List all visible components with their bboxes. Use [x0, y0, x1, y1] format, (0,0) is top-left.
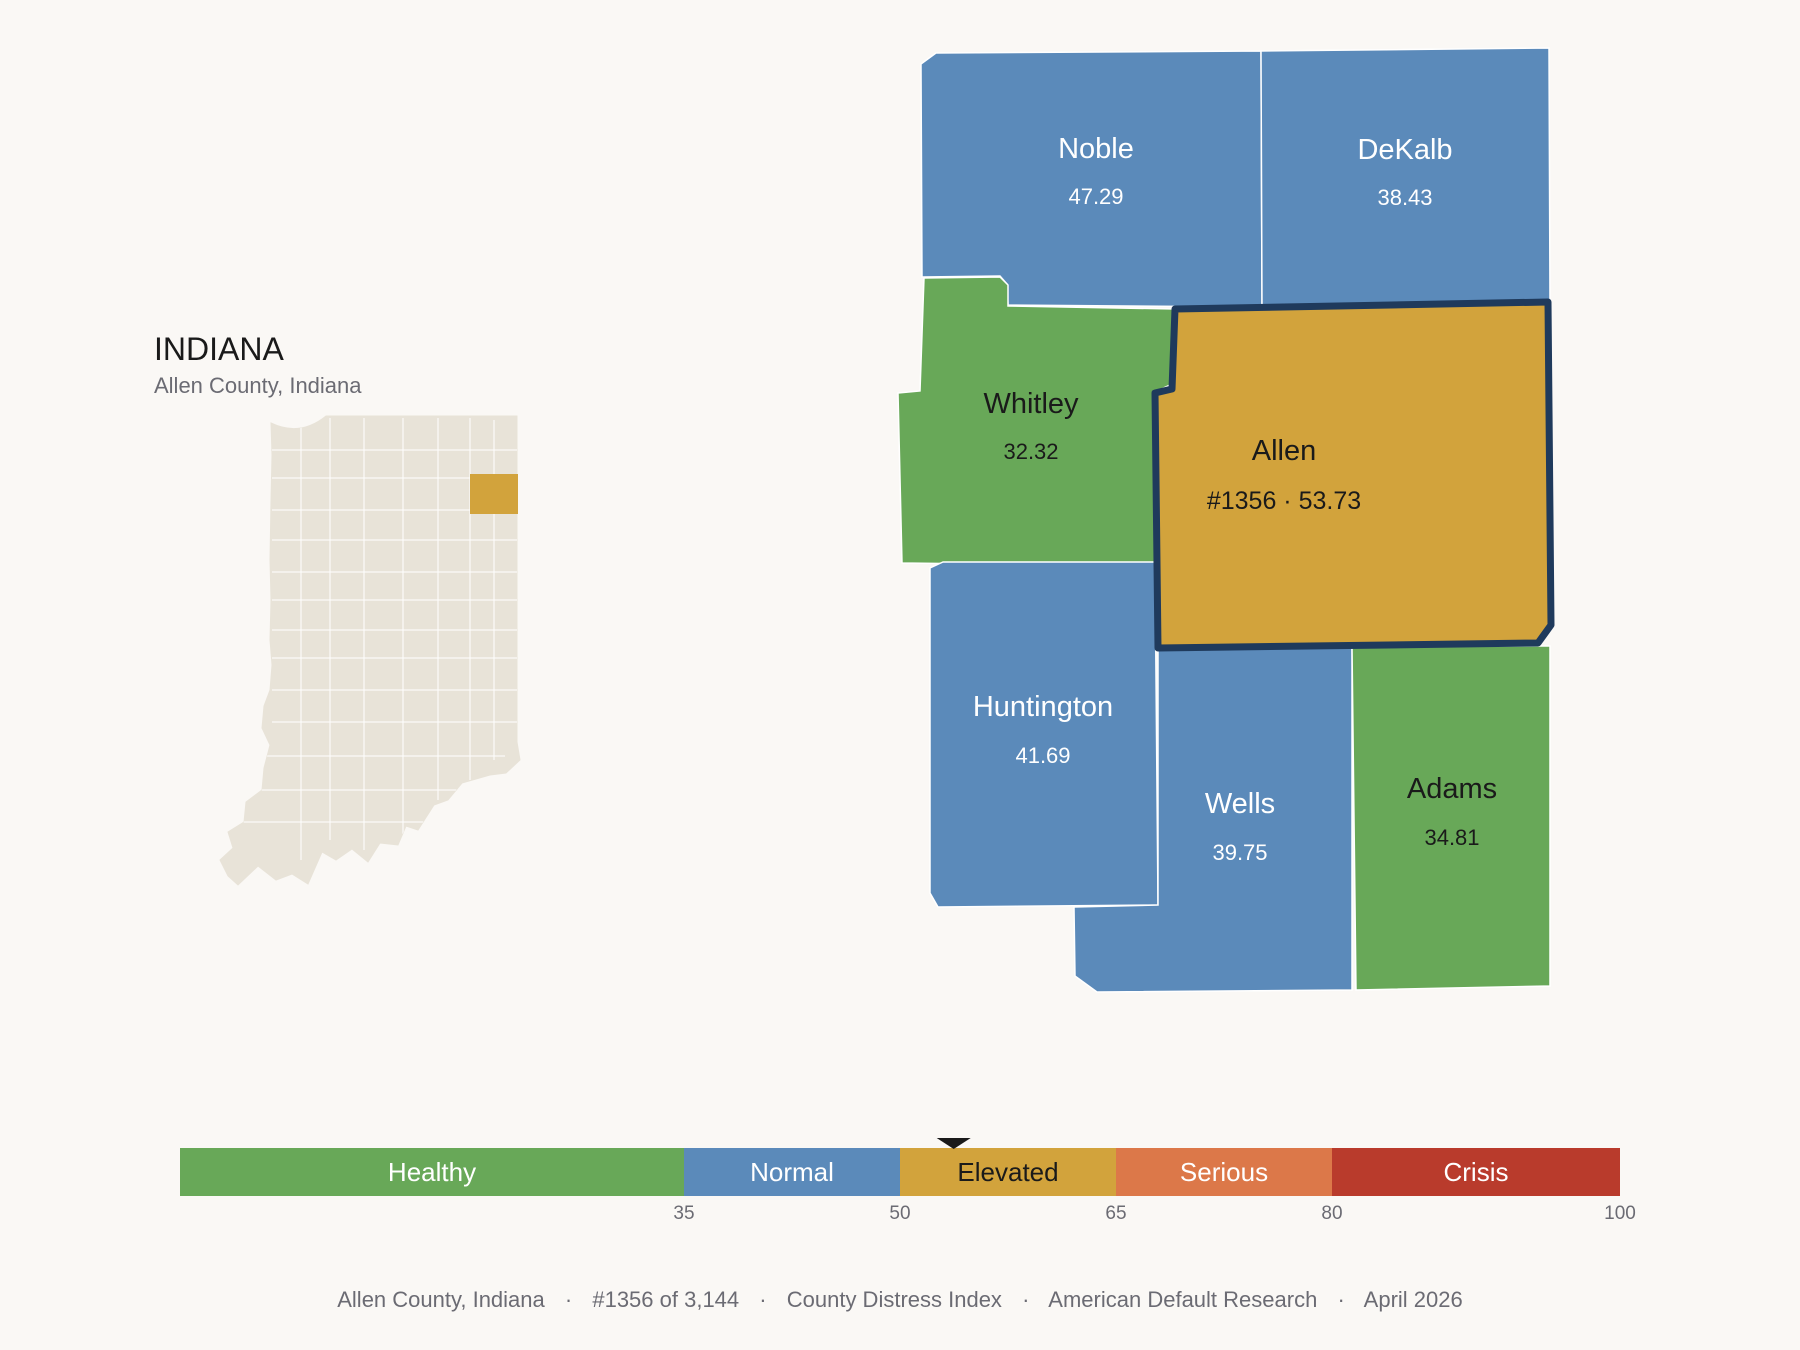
county-whitley[interactable]	[897, 276, 1176, 567]
legend-band-healthy	[180, 1148, 684, 1196]
legend-band-elevated	[900, 1148, 1116, 1196]
legend-tick-label: 65	[1105, 1203, 1126, 1224]
county-wells-value: 39.75	[1212, 840, 1267, 865]
state-inset-map	[219, 415, 521, 886]
footer-rank: #1356 of 3,144	[592, 1287, 739, 1312]
legend-band-label: Serious	[1180, 1157, 1268, 1187]
legend-band-label: Healthy	[388, 1157, 476, 1187]
county-noble-name: Noble	[1058, 133, 1134, 165]
county-allen-name: Allen	[1252, 435, 1317, 467]
legend-band-label: Elevated	[957, 1157, 1058, 1187]
county-noble[interactable]	[920, 50, 1263, 308]
county-adams-name: Adams	[1407, 773, 1497, 805]
footer-sep-4: ·	[1337, 1287, 1344, 1312]
legend-band-label: Normal	[750, 1157, 834, 1187]
county-whitley-name: Whitley	[983, 388, 1079, 420]
legend-tick-label: 80	[1321, 1203, 1342, 1224]
legend-tick-label: 50	[889, 1203, 910, 1224]
county-huntington-name: Huntington	[973, 691, 1113, 723]
county-adams[interactable]	[1351, 645, 1551, 991]
distress-scale-legend: Healthy Normal Elevated Serious Crisis 35 50 6…	[180, 1138, 1636, 1224]
legend-band-serious	[1116, 1148, 1332, 1196]
county-huntington[interactable]	[929, 561, 1159, 908]
footer-caption: Allen County, Indiana · #1356 of 3,144 ·…	[337, 1287, 1463, 1312]
allen-inset-highlight	[470, 474, 518, 514]
footer-index: County Distress Index	[787, 1287, 1002, 1312]
county-huntington-value: 41.69	[1015, 743, 1070, 768]
footer-sep-1: ·	[565, 1287, 572, 1312]
county-wells-name: Wells	[1205, 788, 1275, 820]
county-dekalb[interactable]	[1260, 47, 1551, 308]
county-dekalb-value: 38.43	[1377, 185, 1432, 210]
footer-date: April 2026	[1364, 1287, 1463, 1312]
legend-band-normal	[684, 1148, 900, 1196]
legend-tick-label: 100	[1604, 1203, 1636, 1224]
county-dekalb-name: DeKalb	[1357, 134, 1452, 166]
legend-band-crisis	[1332, 1148, 1620, 1196]
legend-tick-label: 35	[673, 1203, 694, 1224]
legend-band-label: Crisis	[1444, 1157, 1509, 1187]
county-adams-value: 34.81	[1424, 825, 1479, 850]
current-value-marker	[936, 1138, 971, 1149]
state-title: INDIANA	[154, 331, 284, 367]
county-noble-value: 47.29	[1068, 184, 1123, 209]
footer-location: Allen County, Indiana	[337, 1287, 545, 1312]
state-outline	[219, 415, 521, 886]
county-detail-map: Noble 47.29 DeKalb 38.43 Whitley 32.32 A…	[897, 47, 1555, 993]
footer-source: American Default Research	[1048, 1287, 1317, 1312]
county-allen-value: #1356 · 53.73	[1207, 487, 1361, 515]
footer-sep-2: ·	[759, 1287, 766, 1312]
state-subtitle: Allen County, Indiana	[154, 373, 362, 398]
footer-sep-3: ·	[1022, 1287, 1029, 1312]
county-allen[interactable]	[1151, 298, 1555, 652]
county-whitley-value: 32.32	[1003, 439, 1058, 464]
